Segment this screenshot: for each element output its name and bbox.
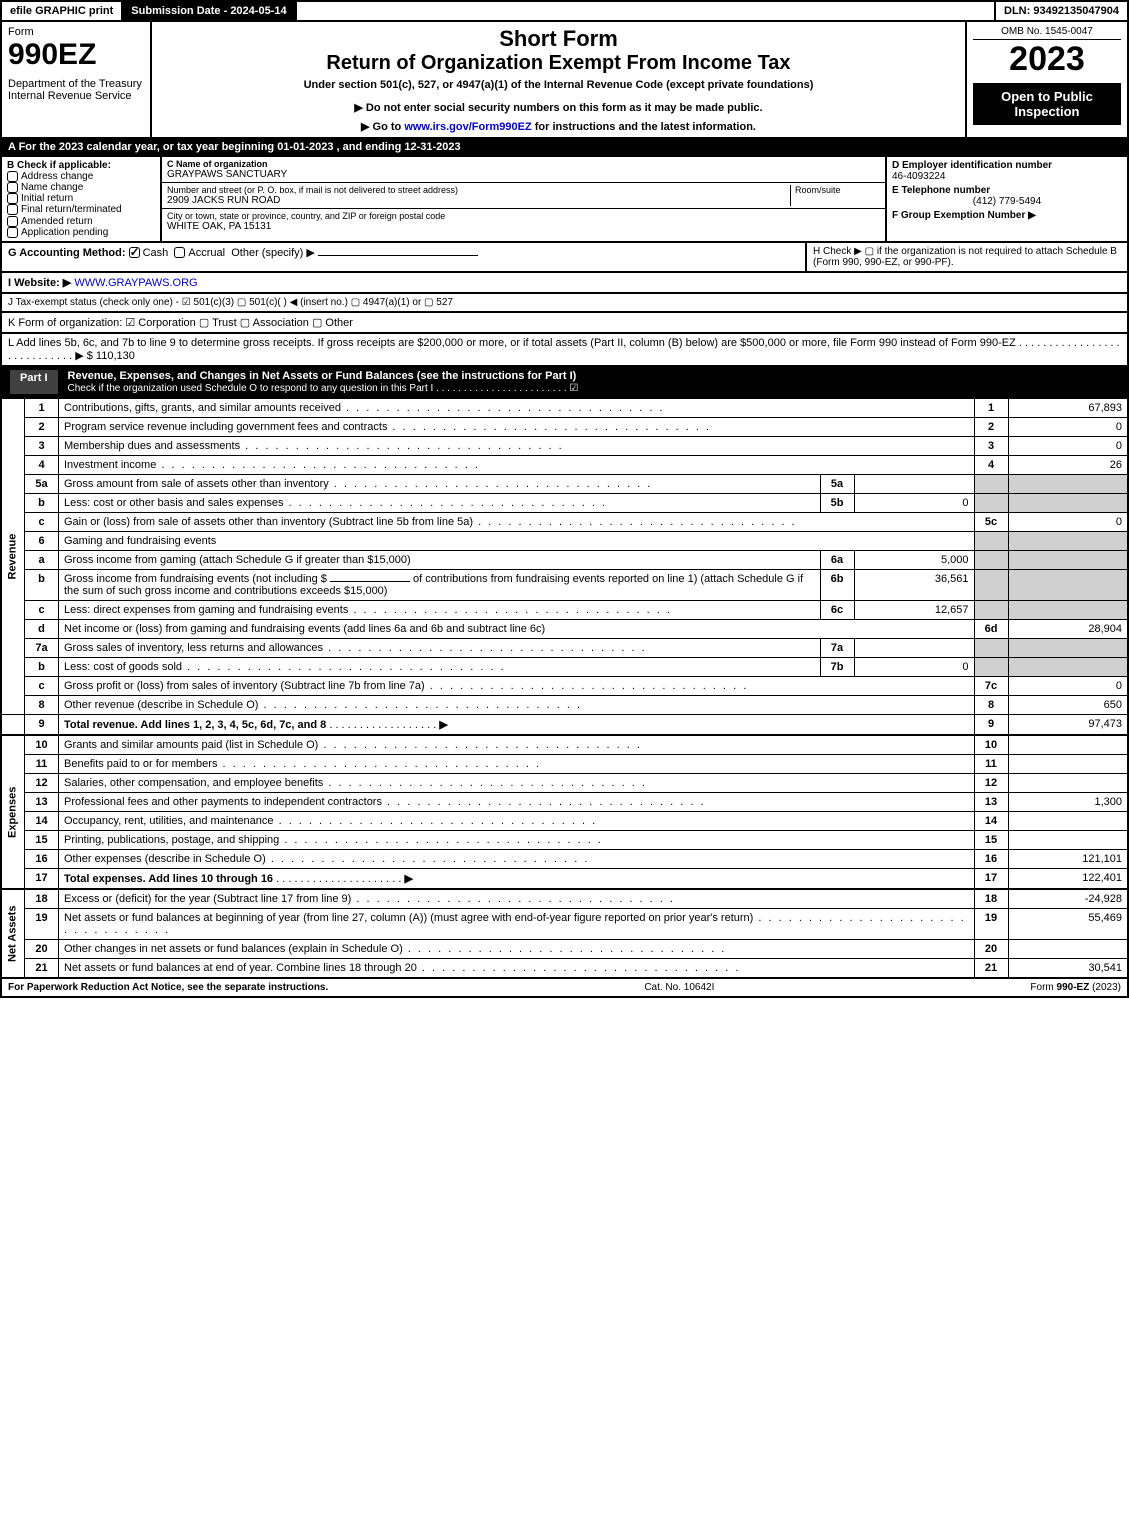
city-state-zip: WHITE OAK, PA 15131 xyxy=(167,221,880,232)
row-gh: G Accounting Method: Cash Accrual Other … xyxy=(0,243,1129,273)
revenue-label: Revenue xyxy=(1,399,25,715)
opt-amended-return: Amended return xyxy=(7,216,155,227)
form-header: Form 990EZ Department of the Treasury In… xyxy=(0,22,1129,139)
part1-title: Revenue, Expenses, and Changes in Net As… xyxy=(68,370,577,382)
ein: 46-4093224 xyxy=(892,171,1122,182)
opt-final-return: Final return/terminated xyxy=(7,204,155,215)
row-1: Revenue 1 Contributions, gifts, grants, … xyxy=(1,399,1128,418)
row-6c: cLess: direct expenses from gaming and f… xyxy=(1,600,1128,619)
irs-link[interactable]: www.irs.gov/Form990EZ xyxy=(404,121,531,133)
section-a: A For the 2023 calendar year, or tax yea… xyxy=(0,139,1129,157)
row-5c: cGain or (loss) from sale of assets othe… xyxy=(1,512,1128,531)
ein-label: D Employer identification number xyxy=(892,160,1122,171)
box-def: D Employer identification number 46-4093… xyxy=(887,157,1127,241)
topbar-spacer xyxy=(297,2,994,20)
org-name: GRAYPAWS SANCTUARY xyxy=(167,169,880,180)
note-ssn: ▶ Do not enter social security numbers o… xyxy=(162,101,955,114)
row-7c: cGross profit or (loss) from sales of in… xyxy=(1,676,1128,695)
line-l: L Add lines 5b, 6c, and 7b to line 9 to … xyxy=(0,334,1129,367)
title-main: Return of Organization Exempt From Incom… xyxy=(162,52,955,75)
netassets-label: Net Assets xyxy=(1,889,25,978)
form-label: Form xyxy=(8,26,144,38)
line-i: I Website: ▶ WWW.GRAYPAWS.ORG xyxy=(0,273,1129,294)
part1-check: Check if the organization used Schedule … xyxy=(68,383,579,394)
row-5b: bLess: cost or other basis and sales exp… xyxy=(1,493,1128,512)
website-link[interactable]: WWW.GRAYPAWS.ORG xyxy=(74,277,197,289)
row-6d: dNet income or (loss) from gaming and fu… xyxy=(1,619,1128,638)
opt-name-change: Name change xyxy=(7,182,155,193)
line-g: G Accounting Method: Cash Accrual Other … xyxy=(2,243,807,271)
line-j: J Tax-exempt status (check only one) - ☑… xyxy=(0,294,1129,313)
phone-label: E Telephone number xyxy=(892,185,1122,196)
row-19: 19Net assets or fund balances at beginni… xyxy=(1,908,1128,939)
row-21: 21Net assets or fund balances at end of … xyxy=(1,958,1128,978)
row-4: 4Investment income426 xyxy=(1,455,1128,474)
city-row: City or town, state or province, country… xyxy=(162,209,885,234)
dept-label: Department of the Treasury xyxy=(8,78,144,90)
phone: (412) 779-5494 xyxy=(892,196,1122,207)
open-to-public: Open to Public Inspection xyxy=(973,83,1121,125)
tax-year: 2023 xyxy=(973,40,1121,79)
row-6a: aGross income from gaming (attach Schedu… xyxy=(1,550,1128,569)
info-block: B Check if applicable: Address change Na… xyxy=(0,157,1129,243)
title-sub: Under section 501(c), 527, or 4947(a)(1)… xyxy=(162,79,955,91)
row-8: 8Other revenue (describe in Schedule O)8… xyxy=(1,695,1128,714)
row-7a: 7aGross sales of inventory, less returns… xyxy=(1,638,1128,657)
efile-label: efile GRAPHIC print xyxy=(2,2,123,20)
row-10: Expenses 10Grants and similar amounts pa… xyxy=(1,735,1128,755)
org-name-row: C Name of organization GRAYPAWS SANCTUAR… xyxy=(162,157,885,183)
row-14: 14Occupancy, rent, utilities, and mainte… xyxy=(1,811,1128,830)
top-bar: efile GRAPHIC print Submission Date - 20… xyxy=(0,0,1129,22)
title-short: Short Form xyxy=(162,26,955,52)
address-row: Number and street (or P. O. box, if mail… xyxy=(162,183,885,209)
submission-date: Submission Date - 2024-05-14 xyxy=(123,2,296,20)
row-11: 11Benefits paid to or for members11 xyxy=(1,754,1128,773)
box-b-title: B Check if applicable: xyxy=(7,160,155,171)
row-18: Net Assets 18Excess or (deficit) for the… xyxy=(1,889,1128,909)
box-c: C Name of organization GRAYPAWS SANCTUAR… xyxy=(162,157,887,241)
row-16: 16Other expenses (describe in Schedule O… xyxy=(1,849,1128,868)
row-6b: bGross income from fundraising events (n… xyxy=(1,569,1128,600)
street-address: 2909 JACKS RUN ROAD xyxy=(167,195,790,206)
row-17: 17Total expenses. Add lines 10 through 1… xyxy=(1,868,1128,889)
opt-application-pending: Application pending xyxy=(7,227,155,238)
dln: DLN: 93492135047904 xyxy=(994,2,1127,20)
lines-table: Revenue 1 Contributions, gifts, grants, … xyxy=(0,399,1129,979)
footer-right: Form 990-EZ (2023) xyxy=(1030,982,1121,993)
note-goto: ▶ Go to www.irs.gov/Form990EZ for instru… xyxy=(162,120,955,133)
part1-label: Part I xyxy=(10,370,58,394)
box-b: B Check if applicable: Address change Na… xyxy=(2,157,162,241)
line-h: H Check ▶ ▢ if the organization is not r… xyxy=(807,243,1127,271)
room-suite-label: Room/suite xyxy=(790,185,880,206)
header-mid: Short Form Return of Organization Exempt… xyxy=(152,22,967,137)
row-15: 15Printing, publications, postage, and s… xyxy=(1,830,1128,849)
opt-initial-return: Initial return xyxy=(7,193,155,204)
row-9: 9Total revenue. Add lines 1, 2, 3, 4, 5c… xyxy=(1,714,1128,735)
row-5a: 5aGross amount from sale of assets other… xyxy=(1,474,1128,493)
row-13: 13Professional fees and other payments t… xyxy=(1,792,1128,811)
row-2: 2Program service revenue including gover… xyxy=(1,417,1128,436)
cash-checkbox xyxy=(129,247,140,258)
row-7b: bLess: cost of goods sold7b0 xyxy=(1,657,1128,676)
opt-address-change: Address change xyxy=(7,171,155,182)
form-number: 990EZ xyxy=(8,38,144,72)
amt-1: 67,893 xyxy=(1008,399,1128,418)
expenses-label: Expenses xyxy=(1,735,25,889)
header-right: OMB No. 1545-0047 2023 Open to Public In… xyxy=(967,22,1127,137)
part1-header: Part I Revenue, Expenses, and Changes in… xyxy=(0,367,1129,399)
page-footer: For Paperwork Reduction Act Notice, see … xyxy=(0,979,1129,998)
accrual-checkbox xyxy=(174,247,185,258)
omb-number: OMB No. 1545-0047 xyxy=(973,26,1121,40)
irs-label: Internal Revenue Service xyxy=(8,90,144,102)
group-exemption-label: F Group Exemption Number ▶ xyxy=(892,210,1122,221)
row-20: 20Other changes in net assets or fund ba… xyxy=(1,939,1128,958)
footer-catno: Cat. No. 10642I xyxy=(328,982,1030,993)
line-k: K Form of organization: ☑ Corporation ▢ … xyxy=(0,313,1129,334)
header-left: Form 990EZ Department of the Treasury In… xyxy=(2,22,152,137)
footer-left: For Paperwork Reduction Act Notice, see … xyxy=(8,982,328,993)
row-6: 6Gaming and fundraising events xyxy=(1,531,1128,550)
row-3: 3Membership dues and assessments30 xyxy=(1,436,1128,455)
row-12: 12Salaries, other compensation, and empl… xyxy=(1,773,1128,792)
